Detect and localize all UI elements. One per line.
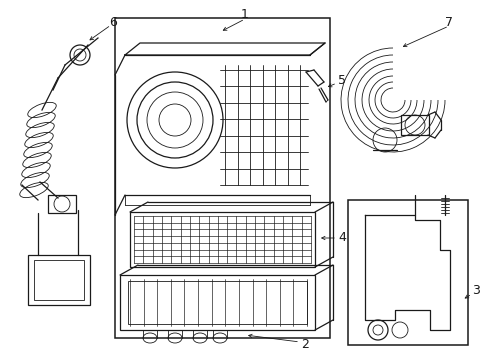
Text: 5: 5 [337,73,346,86]
Text: 4: 4 [337,230,345,243]
Text: 3: 3 [471,284,479,297]
Text: 6: 6 [109,15,117,28]
Bar [28,255,90,305]
Bar [115,18,329,338]
Bar [400,115,428,135]
Bar [128,281,306,324]
Text: 1: 1 [241,8,248,21]
Bar [120,275,314,330]
Bar [347,200,467,345]
Bar [34,260,84,300]
Text: 7: 7 [444,15,452,28]
Bar [48,195,76,213]
Bar [130,212,314,267]
Text: 2: 2 [301,338,308,351]
